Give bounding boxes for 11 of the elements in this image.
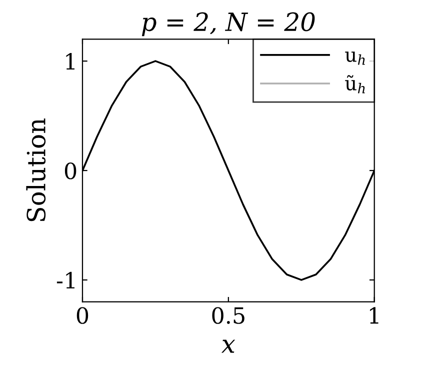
x-tick-label: 0.5 — [212, 307, 244, 324]
x-tick-label: 1 — [370, 307, 378, 324]
y-tick-label: 0 — [64, 162, 76, 180]
y-axis-title: Solution — [26, 118, 46, 222]
chart-title: p = 2, N = 20 — [142, 12, 315, 36]
legend-label: u$_{h}$ — [345, 52, 365, 65]
y-tick-label: 1 — [66, 53, 74, 70]
y-tick-label: -1 — [56, 272, 74, 288]
legend-label: ũ$_{h}$ — [345, 75, 365, 94]
x-tick-label: 0 — [76, 307, 88, 324]
x-axis-title: x — [221, 340, 236, 353]
